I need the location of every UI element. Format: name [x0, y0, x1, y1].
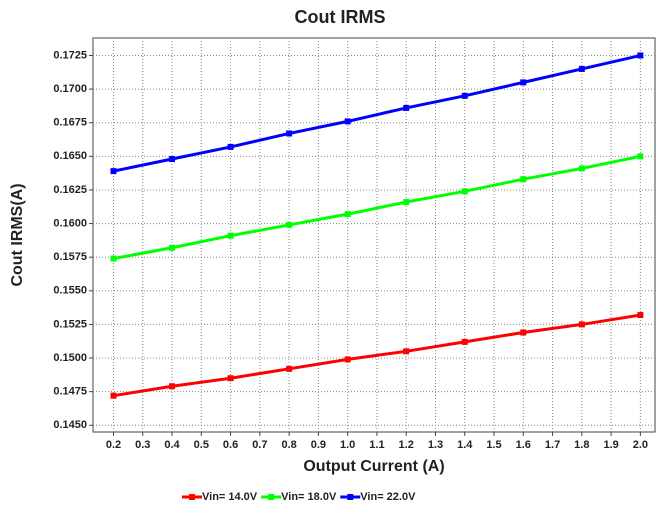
y-tick-label: 0.1525: [53, 318, 87, 330]
point: [578, 321, 585, 328]
x-tick-label: 1.1: [369, 439, 384, 451]
x-tick-label: 0.6: [223, 439, 238, 451]
x-tick-label: 1.6: [516, 439, 531, 451]
x-tick-label: 1.5: [486, 439, 501, 451]
point: [286, 221, 293, 228]
x-tick-label: 0.9: [311, 439, 326, 451]
x-tick-label: 0.8: [281, 439, 296, 451]
legend-marker: [268, 494, 275, 500]
point: [520, 79, 527, 86]
y-tick-label: 0.1450: [53, 419, 87, 431]
y-tick-label: 0.1575: [53, 251, 87, 263]
point: [578, 165, 585, 172]
y-tick-label: 0.1475: [53, 386, 87, 398]
point: [344, 118, 351, 125]
x-tick-label: 1.0: [340, 439, 355, 451]
point: [110, 255, 117, 262]
point: [169, 383, 176, 390]
y-tick-label: 0.1500: [53, 352, 87, 364]
y-tick-label: 0.1700: [53, 83, 87, 95]
y-tick-label: 0.1550: [53, 285, 87, 297]
point: [403, 104, 410, 111]
legend-marker: [347, 494, 354, 500]
x-tick-label: 1.4: [457, 439, 473, 451]
point: [110, 392, 117, 399]
point: [578, 65, 585, 72]
point: [344, 356, 351, 363]
point: [403, 348, 410, 355]
x-tick-label: 1.8: [574, 439, 589, 451]
point: [403, 199, 410, 206]
legend-label: Vin= 18.0V: [281, 491, 337, 503]
point: [461, 188, 468, 195]
x-tick-label: 2.0: [633, 439, 648, 451]
series-line: [113, 54, 641, 173]
point: [461, 92, 468, 99]
point: [169, 244, 176, 251]
x-tick-label: 0.4: [164, 439, 180, 451]
x-tick-label: 1.2: [399, 439, 414, 451]
y-tick-label: 0.1675: [53, 117, 87, 129]
x-tick-label: 1.7: [545, 439, 560, 451]
x-tick-label: 0.5: [194, 439, 209, 451]
legend-label: Vin= 22.0V: [360, 491, 416, 503]
chart-title: Cout IRMS: [295, 7, 386, 27]
point: [520, 176, 527, 183]
point: [461, 338, 468, 345]
point: [227, 143, 234, 150]
point: [637, 52, 644, 59]
series-line: [113, 154, 641, 261]
y-tick-label: 0.1600: [53, 217, 87, 229]
plot-area: [92, 37, 656, 433]
series-line: [113, 313, 641, 398]
point: [110, 168, 117, 175]
x-tick-label: 1.9: [603, 439, 618, 451]
x-tick-label: 0.7: [252, 439, 267, 451]
point: [520, 329, 527, 336]
y-tick-label: 0.1725: [53, 49, 87, 61]
x-tick-label: 1.3: [428, 439, 443, 451]
point: [344, 211, 351, 218]
point: [286, 365, 293, 372]
y-tick-label: 0.1625: [53, 184, 87, 196]
point: [227, 232, 234, 239]
legend-label: Vin= 14.0V: [202, 491, 258, 503]
point: [637, 153, 644, 160]
y-tick-label: 0.1650: [53, 150, 87, 162]
x-axis-label: Output Current (A): [303, 458, 444, 475]
point: [286, 130, 293, 137]
point: [169, 156, 176, 163]
legend-marker: [189, 494, 195, 500]
y-axis-label: Cout IRMS(A): [9, 183, 26, 286]
x-tick-label: 0.3: [135, 439, 150, 451]
point: [227, 375, 234, 382]
point: [637, 312, 644, 319]
x-tick-label: 0.2: [106, 439, 121, 451]
